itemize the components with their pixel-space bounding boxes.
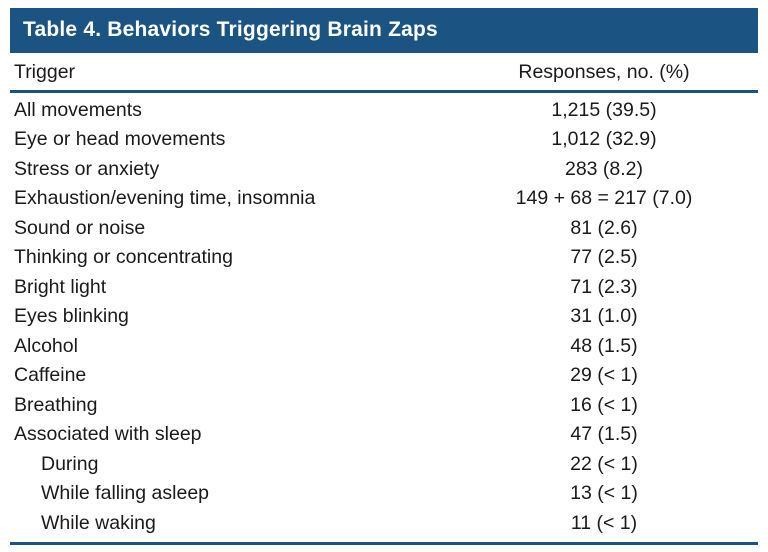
- value-cell: 31 (1.0): [570, 305, 638, 328]
- table-title-bar: Table 4. Behaviors Triggering Brain Zaps: [10, 8, 758, 53]
- table-row: Eye or head movements 1,012 (32.9): [10, 126, 758, 154]
- table-row: While falling asleep 13 (< 1): [10, 480, 758, 508]
- column-header-row: Trigger Responses, no. (%): [10, 53, 758, 90]
- table-row: While waking 11 (< 1): [10, 509, 758, 537]
- value-cell: 149 + 68 = 217 (7.0): [515, 187, 693, 210]
- table-row: Bright light 71 (2.3): [10, 273, 758, 301]
- table-row: Associated with sleep 47 (1.5): [10, 421, 758, 449]
- bottom-divider: [10, 542, 758, 545]
- value-cell: 1,012 (32.9): [551, 128, 657, 151]
- table-row: Eyes blinking 31 (1.0): [10, 303, 758, 331]
- trigger-cell: Stress or anxiety: [14, 157, 160, 180]
- table-row: Breathing 16 (< 1): [10, 391, 758, 419]
- trigger-cell: Sound or noise: [14, 216, 146, 239]
- trigger-cell: Eyes blinking: [14, 305, 129, 328]
- value-cell: 77 (2.5): [570, 246, 638, 269]
- header-divider: [10, 90, 758, 93]
- value-cell: 1,215 (39.5): [551, 98, 657, 121]
- column-header-responses: Responses, no. (%): [518, 61, 690, 83]
- trigger-cell: Bright light: [14, 275, 107, 298]
- trigger-cell: Eye or head movements: [14, 128, 226, 151]
- trigger-cell: Associated with sleep: [14, 423, 202, 446]
- value-cell: 22 (< 1): [570, 452, 638, 475]
- value-cell: 283 (8.2): [564, 157, 644, 180]
- trigger-cell: While falling asleep: [41, 482, 210, 505]
- table-title: Table 4. Behaviors Triggering Brain Zaps: [23, 18, 438, 41]
- trigger-cell: Caffeine: [14, 364, 87, 387]
- value-cell: 11 (< 1): [570, 511, 638, 534]
- table-row: Caffeine 29 (< 1): [10, 362, 758, 390]
- table-row: Alcohol 48 (1.5): [10, 332, 758, 360]
- column-header-trigger: Trigger: [14, 61, 76, 83]
- trigger-cell: Alcohol: [14, 334, 78, 357]
- value-cell: 29 (< 1): [570, 364, 638, 387]
- trigger-cell: Thinking or concentrating: [14, 246, 233, 269]
- table-row: Exhaustion/evening time, insomnia 149 + …: [10, 185, 758, 213]
- value-cell: 71 (2.3): [570, 275, 638, 298]
- trigger-cell: During: [41, 452, 99, 475]
- table-row: Stress or anxiety 283 (8.2): [10, 155, 758, 183]
- trigger-cell: Exhaustion/evening time, insomnia: [14, 187, 316, 210]
- table-4: Table 4. Behaviors Triggering Brain Zaps…: [10, 8, 758, 545]
- value-cell: 16 (< 1): [570, 393, 638, 416]
- value-cell: 48 (1.5): [570, 334, 638, 357]
- table-row: All movements 1,215 (39.5): [10, 96, 758, 124]
- value-cell: 81 (2.6): [570, 216, 638, 239]
- value-cell: 47 (1.5): [570, 423, 638, 446]
- table-row: Thinking or concentrating 77 (2.5): [10, 244, 758, 272]
- trigger-cell: Breathing: [14, 393, 98, 416]
- value-cell: 13 (< 1): [570, 482, 638, 505]
- trigger-cell: While waking: [41, 511, 156, 534]
- table-body: All movements 1,215 (39.5) Eye or head m…: [10, 93, 758, 541]
- table-row: During 22 (< 1): [10, 450, 758, 478]
- trigger-cell: All movements: [14, 98, 142, 121]
- table-row: Sound or noise 81 (2.6): [10, 214, 758, 242]
